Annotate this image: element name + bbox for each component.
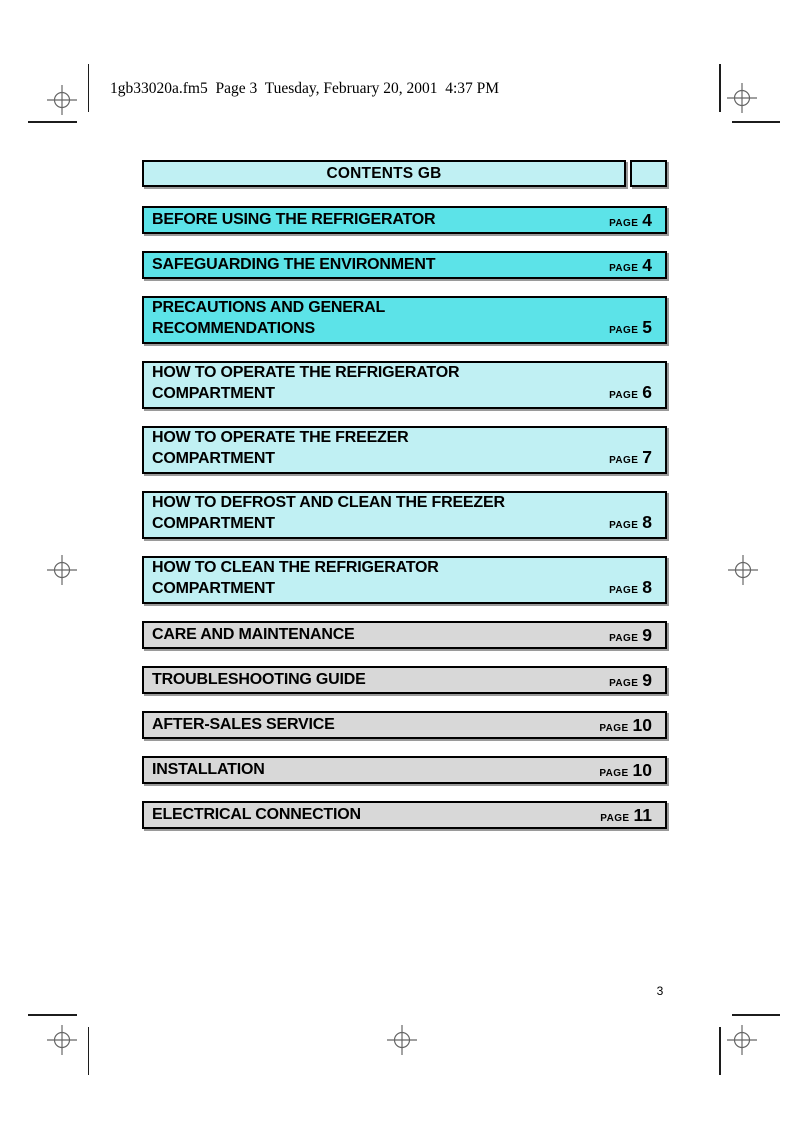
- contents-header-row: CONTENTS GB: [142, 160, 667, 187]
- section-page-ref: PAGE 4: [599, 255, 652, 276]
- toc-section-row: CARE AND MAINTENANCE PAGE 9: [142, 621, 667, 649]
- toc-section-row: HOW TO OPERATE THE REFRIGERATOR COMPARTME…: [142, 361, 667, 409]
- section-title: INSTALLATION: [152, 761, 265, 778]
- print-job-header: 1gb33020a.fm5 Page 3 Tuesday, February 2…: [110, 80, 500, 97]
- crop-mark-top-right-horizontal: [732, 121, 780, 123]
- crop-mark-bottom-left-vertical: [87, 1027, 89, 1075]
- toc-section-row: INSTALLATION PAGE 10: [142, 756, 667, 784]
- registration-mark-icon: [728, 555, 758, 585]
- page-word-label: PAGE: [609, 325, 639, 336]
- page-word-label: PAGE: [599, 722, 629, 734]
- section-title: TROUBLESHOOTING GUIDE: [152, 671, 366, 688]
- page-number-value: 4: [642, 254, 652, 275]
- page-number-value: 8: [642, 577, 652, 597]
- page-number-value: 9: [642, 669, 652, 690]
- section-title: HOW TO CLEAN THE REFRIGERATOR COMPARTMENT: [152, 559, 439, 597]
- section-page-ref: PAGE 10: [589, 760, 652, 781]
- crop-mark-bottom-left-horizontal: [28, 1014, 77, 1016]
- crop-mark-top-left-vertical: [87, 64, 89, 112]
- page-word-label: PAGE: [609, 217, 639, 229]
- registration-mark-icon: [727, 83, 757, 113]
- page-word-label: PAGE: [609, 632, 639, 644]
- page-word-label: PAGE: [600, 812, 630, 824]
- page-number-value: 6: [642, 382, 652, 402]
- section-page-ref: PAGE 9: [599, 670, 652, 691]
- page-word-label: PAGE: [599, 767, 629, 779]
- page-word-label: PAGE: [609, 520, 639, 531]
- section-title: CARE AND MAINTENANCE: [152, 626, 355, 643]
- page-number-value: 8: [642, 512, 652, 532]
- toc-section-row: TROUBLESHOOTING GUIDE PAGE 9: [142, 666, 667, 694]
- page-word-label: PAGE: [609, 677, 639, 689]
- page-number-value: 7: [642, 447, 652, 467]
- registration-mark-icon: [387, 1025, 417, 1055]
- section-page-ref: PAGE 5: [599, 317, 652, 339]
- section-title: HOW TO OPERATE THE REFRIGERATOR COMPARTME…: [152, 364, 460, 402]
- page-word-label: PAGE: [609, 262, 639, 274]
- toc-section-row: SAFEGUARDING THE ENVIRONMENT PAGE 4: [142, 251, 667, 279]
- crop-mark-top-right-vertical: [719, 64, 721, 112]
- toc-section-row: PRECAUTIONS AND GENERAL RECOMMENDATIONS P…: [142, 296, 667, 344]
- page-number-value: 10: [632, 714, 652, 735]
- section-page-ref: PAGE 4: [599, 210, 652, 231]
- section-page-ref: PAGE 10: [589, 715, 652, 736]
- section-page-ref: PAGE 6: [599, 382, 652, 404]
- section-title: BEFORE USING THE REFRIGERATOR: [152, 211, 436, 228]
- registration-mark-icon: [47, 1025, 77, 1055]
- section-page-ref: PAGE 9: [599, 625, 652, 646]
- section-title: PRECAUTIONS AND GENERAL RECOMMENDATIONS: [152, 299, 386, 337]
- toc-section-row: HOW TO OPERATE THE FREEZER COMPARTMENT PA…: [142, 426, 667, 474]
- crop-mark-bottom-right-vertical: [719, 1027, 721, 1075]
- toc-section-row: HOW TO DEFROST AND CLEAN THE FREEZER COMP…: [142, 491, 667, 539]
- toc-section-row: HOW TO CLEAN THE REFRIGERATOR COMPARTMENT…: [142, 556, 667, 604]
- toc-section-row: AFTER-SALES SERVICE PAGE 10: [142, 711, 667, 739]
- registration-mark-icon: [47, 85, 77, 115]
- section-title: AFTER-SALES SERVICE: [152, 716, 335, 733]
- section-page-ref: PAGE 11: [590, 805, 652, 826]
- section-page-ref: PAGE 7: [599, 447, 652, 469]
- contents-language-box: [630, 160, 667, 187]
- page-number-value: 9: [642, 624, 652, 645]
- page-word-label: PAGE: [609, 455, 639, 466]
- crop-mark-top-left-horizontal: [28, 121, 77, 123]
- page-number-value: 10: [632, 759, 652, 780]
- folio-page-number: 3: [656, 984, 664, 998]
- section-title: SAFEGUARDING THE ENVIRONMENT: [152, 256, 436, 273]
- crop-mark-bottom-right-horizontal: [732, 1014, 780, 1016]
- toc-section-row: BEFORE USING THE REFRIGERATOR PAGE 4: [142, 206, 667, 234]
- section-page-ref: PAGE 8: [599, 512, 652, 534]
- page-number-value: 11: [633, 804, 653, 825]
- section-title: HOW TO DEFROST AND CLEAN THE FREEZER COMP…: [152, 494, 505, 532]
- contents-title: CONTENTS GB: [142, 160, 626, 187]
- page-word-label: PAGE: [609, 585, 639, 596]
- section-title: ELECTRICAL CONNECTION: [152, 806, 361, 823]
- section-page-ref: PAGE 8: [599, 577, 652, 599]
- toc-section-row: ELECTRICAL CONNECTION PAGE 11: [142, 801, 667, 829]
- page-word-label: PAGE: [609, 390, 639, 401]
- registration-mark-icon: [47, 555, 77, 585]
- table-of-contents: CONTENTS GB BEFORE USING THE REFRIGERATO…: [142, 160, 667, 829]
- registration-mark-icon: [727, 1025, 757, 1055]
- sections-list: BEFORE USING THE REFRIGERATOR PAGE 4 SAF…: [142, 206, 667, 829]
- page-number-value: 4: [642, 209, 652, 230]
- section-title: HOW TO OPERATE THE FREEZER COMPARTMENT: [152, 429, 409, 467]
- page-number-value: 5: [642, 317, 652, 337]
